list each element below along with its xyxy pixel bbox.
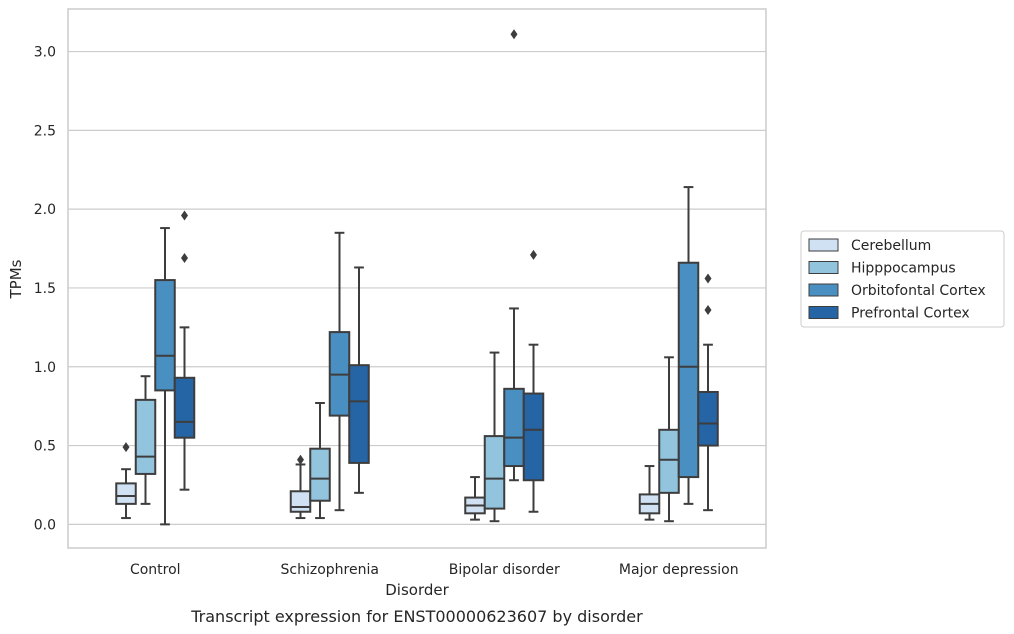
box-prefrontal-cortex-2 xyxy=(522,249,545,513)
y-tick-label: 1.0 xyxy=(34,360,56,376)
box-orbitofontal-cortex-0 xyxy=(154,227,176,526)
box-cerebellum-3 xyxy=(638,465,661,521)
box-cerebellum-0 xyxy=(115,442,137,520)
legend-label: Prefrontal Cortex xyxy=(851,306,970,322)
outlier-point xyxy=(510,29,518,40)
box-orbitofontal-cortex-2 xyxy=(503,29,525,482)
legend-label: Hipppocampus xyxy=(851,261,956,277)
box-hipppocampus-0 xyxy=(134,375,157,505)
box-cerebellum-2 xyxy=(464,476,486,521)
box-iqr xyxy=(348,364,370,464)
box-prefrontal-cortex-0 xyxy=(173,210,196,491)
box-iqr xyxy=(697,390,719,447)
x-tick-label: Control xyxy=(130,562,181,578)
outlier-point xyxy=(181,253,188,264)
legend: Cerebellum Hipppocampus Orbitofontal Corte… xyxy=(800,230,1005,328)
chart-caption: Transcript expression for ENST0000062360… xyxy=(190,607,643,626)
outlier-point xyxy=(181,210,188,221)
y-axis-title: TPMs xyxy=(7,259,25,299)
x-tick-label: Schizophrenia xyxy=(281,562,379,578)
box-hipppocampus-2 xyxy=(483,351,506,523)
x-axis-title: Disorder xyxy=(385,581,449,599)
box-orbitofontal-cortex-1 xyxy=(328,231,351,512)
y-tick-labels: 0.0 0.5 1.0 1.5 2.0 2.5 3.0 xyxy=(34,45,56,534)
y-tick-label: 2.5 xyxy=(34,123,56,139)
outlier-point xyxy=(297,454,304,465)
box-hipppocampus-3 xyxy=(658,356,680,523)
box-prefrontal-cortex-1 xyxy=(348,266,370,494)
plot-boxes xyxy=(115,29,719,526)
legend-swatch xyxy=(808,261,839,274)
box-iqr xyxy=(154,279,176,392)
box-iqr xyxy=(677,261,700,479)
box-iqr xyxy=(483,435,506,510)
y-tick-label: 3.0 xyxy=(34,45,56,61)
x-tick-label: Major depression xyxy=(619,562,739,578)
y-tick-label: 1.5 xyxy=(34,281,56,297)
box-iqr xyxy=(522,392,545,482)
y-tick-label: 0.0 xyxy=(34,517,56,533)
box-iqr xyxy=(289,490,312,513)
y-tick-label: 0.5 xyxy=(34,439,56,455)
box-iqr xyxy=(658,428,680,494)
outlier-point xyxy=(530,249,537,260)
legend-swatch xyxy=(808,306,839,319)
legend-frame xyxy=(800,230,1005,328)
box-iqr xyxy=(134,398,157,475)
box-iqr xyxy=(503,387,525,468)
legend-swatch xyxy=(808,238,839,252)
x-tick-labels: Control Schizophrenia Bipolar disorder Majo… xyxy=(130,562,739,578)
outlier-point xyxy=(122,442,130,453)
legend-label: Orbitofontal Cortex xyxy=(851,283,986,299)
legend-label: Cerebellum xyxy=(851,238,931,254)
legend-swatch xyxy=(808,283,839,297)
box-prefrontal-cortex-3 xyxy=(697,273,719,512)
box-iqr xyxy=(173,376,196,439)
box-cerebellum-1 xyxy=(289,454,312,520)
outlier-point xyxy=(704,305,712,316)
x-tick-label: Bipolar disorder xyxy=(449,562,560,578)
y-tick-label: 2.0 xyxy=(34,202,56,218)
box-iqr xyxy=(309,447,331,502)
box-iqr xyxy=(115,482,137,505)
box-orbitofontal-cortex-3 xyxy=(677,186,700,505)
box-hipppocampus-1 xyxy=(309,402,331,520)
plot-frame xyxy=(67,8,767,549)
outlier-point xyxy=(704,273,712,284)
